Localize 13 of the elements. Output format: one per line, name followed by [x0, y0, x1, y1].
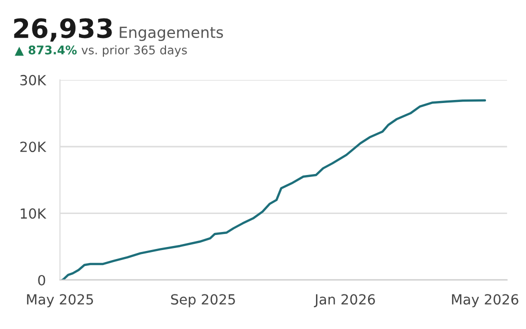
text: vs. prior 365 days: [82, 45, 187, 57]
text: ▲ 873.4%: [14, 46, 77, 56]
y-tick-label: 20K: [20, 142, 46, 152]
y-tick-label: 30K: [20, 74, 46, 86]
chart-title: 26,933: [14, 18, 112, 42]
line-series: [61, 99, 486, 280]
x-tick-label: Sep 2025: [171, 294, 235, 308]
x-tick-label: May 2025: [27, 294, 93, 308]
y-tick-label: 10K: [20, 208, 46, 219]
x-tick-label: Jan 2026: [314, 294, 375, 308]
chart-subtitle: Engagements: [120, 26, 223, 42]
y-tick-label: 0: [38, 274, 46, 286]
x-tick-label: May 2026: [452, 294, 518, 308]
